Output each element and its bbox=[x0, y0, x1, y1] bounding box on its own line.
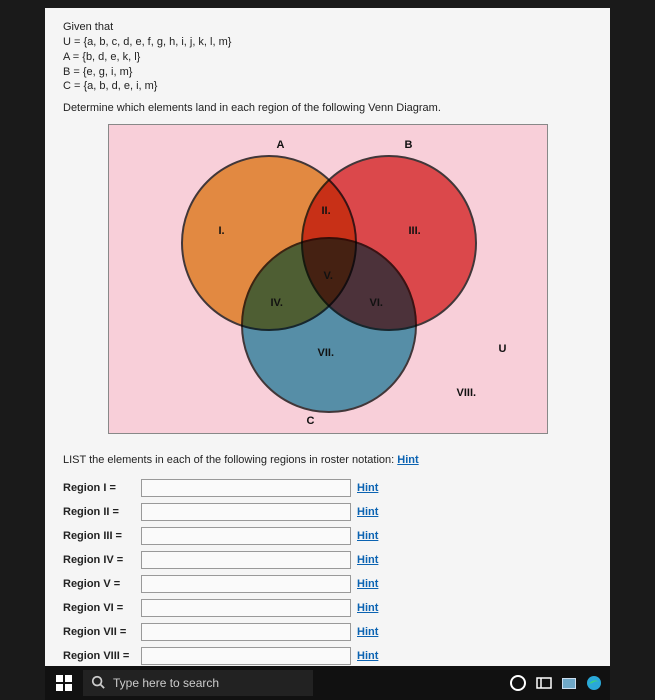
taskview-icon[interactable] bbox=[536, 676, 552, 690]
region-label: Region V = bbox=[63, 578, 141, 590]
label-c: C bbox=[307, 415, 315, 427]
circle-c bbox=[241, 237, 417, 413]
hint-link[interactable]: Hint bbox=[357, 554, 378, 566]
taskbar-search[interactable]: Type here to search bbox=[83, 670, 313, 696]
region-row: Region II = Hint bbox=[63, 502, 592, 522]
region-input-8[interactable] bbox=[141, 647, 351, 665]
list-prompt-text: LIST the elements in each of the followi… bbox=[63, 454, 397, 466]
region-v-label: V. bbox=[324, 270, 333, 282]
given-block: Given that U = {a, b, c, d, e, f, g, h, … bbox=[63, 20, 592, 94]
windows-icon bbox=[56, 675, 72, 691]
region-row: Region VIII = Hint bbox=[63, 646, 592, 666]
region-input-2[interactable] bbox=[141, 503, 351, 521]
region-label: Region II = bbox=[63, 506, 141, 518]
region-input-5[interactable] bbox=[141, 575, 351, 593]
label-b: B bbox=[405, 139, 413, 151]
hint-link[interactable]: Hint bbox=[357, 602, 378, 614]
hint-link[interactable]: Hint bbox=[357, 578, 378, 590]
region-vi-label: VI. bbox=[370, 297, 383, 309]
region-vii-label: VII. bbox=[318, 347, 335, 359]
set-u: U = {a, b, c, d, e, f, g, h, i, j, k, l,… bbox=[63, 35, 592, 50]
region-i-label: I. bbox=[219, 225, 225, 237]
region-label: Region VI = bbox=[63, 602, 141, 614]
explorer-icon[interactable] bbox=[562, 678, 576, 689]
region-iii-label: III. bbox=[409, 225, 421, 237]
list-prompt-hint[interactable]: Hint bbox=[397, 454, 418, 466]
search-placeholder: Type here to search bbox=[113, 676, 219, 690]
hint-link[interactable]: Hint bbox=[357, 530, 378, 542]
label-u: U bbox=[499, 343, 507, 355]
given-heading: Given that bbox=[63, 20, 592, 35]
taskbar: Type here to search bbox=[45, 666, 610, 700]
regions-form: Region I = Hint Region II = Hint Region … bbox=[63, 478, 592, 666]
region-row: Region III = Hint bbox=[63, 526, 592, 546]
cortana-icon[interactable] bbox=[510, 675, 526, 691]
region-input-1[interactable] bbox=[141, 479, 351, 497]
region-label: Region I = bbox=[63, 482, 141, 494]
prompt-text: Determine which elements land in each re… bbox=[63, 102, 592, 114]
hint-link[interactable]: Hint bbox=[357, 482, 378, 494]
hint-link[interactable]: Hint bbox=[357, 650, 378, 662]
edge-icon[interactable] bbox=[586, 675, 602, 691]
region-row: Region IV = Hint bbox=[63, 550, 592, 570]
region-label: Region III = bbox=[63, 530, 141, 542]
set-a: A = {b, d, e, k, l} bbox=[63, 50, 592, 65]
region-label: Region IV = bbox=[63, 554, 141, 566]
question-page: Given that U = {a, b, c, d, e, f, g, h, … bbox=[45, 8, 610, 696]
hint-link[interactable]: Hint bbox=[357, 506, 378, 518]
venn-diagram: A B C U I. II. III. IV. V. VI. VII. VIII… bbox=[108, 124, 548, 434]
set-c: C = {a, b, d, e, i, m} bbox=[63, 79, 592, 94]
region-ii-label: II. bbox=[322, 205, 331, 217]
region-row: Region V = Hint bbox=[63, 574, 592, 594]
list-prompt: LIST the elements in each of the followi… bbox=[63, 454, 592, 466]
label-a: A bbox=[277, 139, 285, 151]
region-row: Region I = Hint bbox=[63, 478, 592, 498]
region-input-4[interactable] bbox=[141, 551, 351, 569]
region-input-7[interactable] bbox=[141, 623, 351, 641]
region-input-6[interactable] bbox=[141, 599, 351, 617]
region-viii-label: VIII. bbox=[457, 387, 477, 399]
start-button[interactable] bbox=[45, 666, 83, 700]
region-input-3[interactable] bbox=[141, 527, 351, 545]
region-iv-label: IV. bbox=[271, 297, 283, 309]
taskbar-right bbox=[510, 675, 610, 691]
hint-link[interactable]: Hint bbox=[357, 626, 378, 638]
region-row: Region VI = Hint bbox=[63, 598, 592, 618]
region-row: Region VII = Hint bbox=[63, 622, 592, 642]
search-icon bbox=[91, 675, 105, 692]
region-label: Region VIII = bbox=[63, 650, 141, 662]
region-label: Region VII = bbox=[63, 626, 141, 638]
set-b: B = {e, g, i, m} bbox=[63, 65, 592, 80]
